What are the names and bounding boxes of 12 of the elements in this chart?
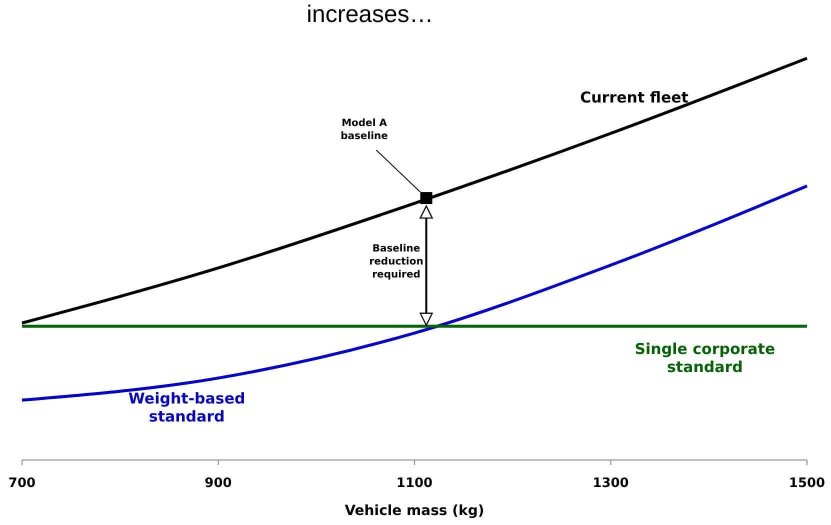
x-tick-label: 900 — [204, 476, 232, 491]
x-axis-title: Vehicle mass (kg) — [344, 503, 484, 519]
x-tick-label: 1300 — [592, 476, 629, 491]
text: Model A baseline — [340, 118, 388, 142]
annotation: Baseline reduction required — [369, 244, 424, 281]
series-label: Weight-based standard — [128, 390, 246, 426]
series-label: Single corporate standard — [634, 340, 776, 376]
x-tick-label: 1100 — [396, 476, 433, 491]
series-label: Current fleet — [580, 88, 688, 106]
chart-title: increases… — [306, 1, 434, 28]
x-tick-label: 1500 — [788, 476, 826, 491]
x-tick-label: 700 — [8, 476, 36, 491]
